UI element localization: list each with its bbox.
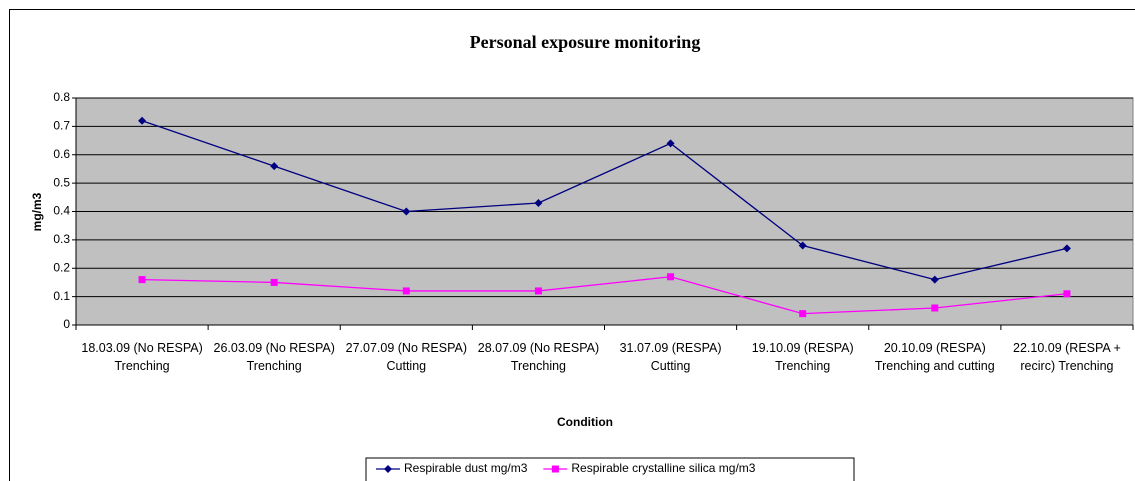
marker xyxy=(798,241,807,250)
marker xyxy=(1062,244,1071,253)
y-tick-label: 0.7 xyxy=(53,119,70,133)
x-tick-label: 31.07.09 (RESPA) Cutting xyxy=(619,341,722,373)
y-tick-label: 0.4 xyxy=(53,204,70,218)
x-tick-label: 26.03.09 (No RESPA) Trenching xyxy=(213,341,335,373)
marker xyxy=(270,162,279,171)
x-tick-label: 28.07.09 (No RESPA) Trenching xyxy=(477,341,600,373)
marker xyxy=(402,287,410,295)
legend-label: Respirable crystalline silica mg/m3 xyxy=(571,461,755,475)
marker xyxy=(930,275,939,284)
series-line xyxy=(141,120,1068,281)
marker xyxy=(799,310,807,318)
y-axis-label: mg/m3 xyxy=(30,192,44,231)
y-tick-label: 0.5 xyxy=(53,175,70,189)
marker xyxy=(138,276,146,284)
x-tick-label: 19.10.09 (RESPA) Trenching xyxy=(751,341,854,373)
x-tick-label: 20.10.09 (RESPA) Trenching and cutting xyxy=(874,341,995,373)
legend-label: Respirable dust mg/m3 xyxy=(404,461,528,475)
marker xyxy=(534,198,543,207)
y-tick-label: 0.3 xyxy=(53,232,70,246)
marker xyxy=(270,278,278,286)
y-tick-label: 0.6 xyxy=(53,147,70,161)
marker xyxy=(666,139,675,148)
legend-box xyxy=(365,457,855,481)
y-tick-label: 0.8 xyxy=(53,90,70,104)
marker xyxy=(931,304,939,312)
marker xyxy=(138,116,147,125)
y-tick-label: 0 xyxy=(63,317,70,331)
marker xyxy=(534,287,542,295)
series-line xyxy=(142,276,1068,315)
x-tick-label: 22.10.09 (RESPA + recirc) Trenching xyxy=(1013,341,1121,373)
legend: Respirable dust mg/m3 Respirable crystall… xyxy=(365,457,855,481)
marker xyxy=(1063,290,1071,298)
x-axis-label: Condition xyxy=(557,415,613,429)
y-tick-label: 0.2 xyxy=(53,260,70,274)
marker xyxy=(402,207,411,216)
marker xyxy=(667,273,675,281)
x-tick-label: 18.03.09 (No RESPA) Trenching xyxy=(81,341,203,373)
y-tick-label: 0.1 xyxy=(53,289,70,303)
legend-marker xyxy=(551,465,559,473)
x-tick-label: 27.07.09 (No RESPA) Cutting xyxy=(345,341,467,373)
legend-marker xyxy=(384,465,392,473)
chart-title: Personal exposure monitoring xyxy=(470,32,701,52)
